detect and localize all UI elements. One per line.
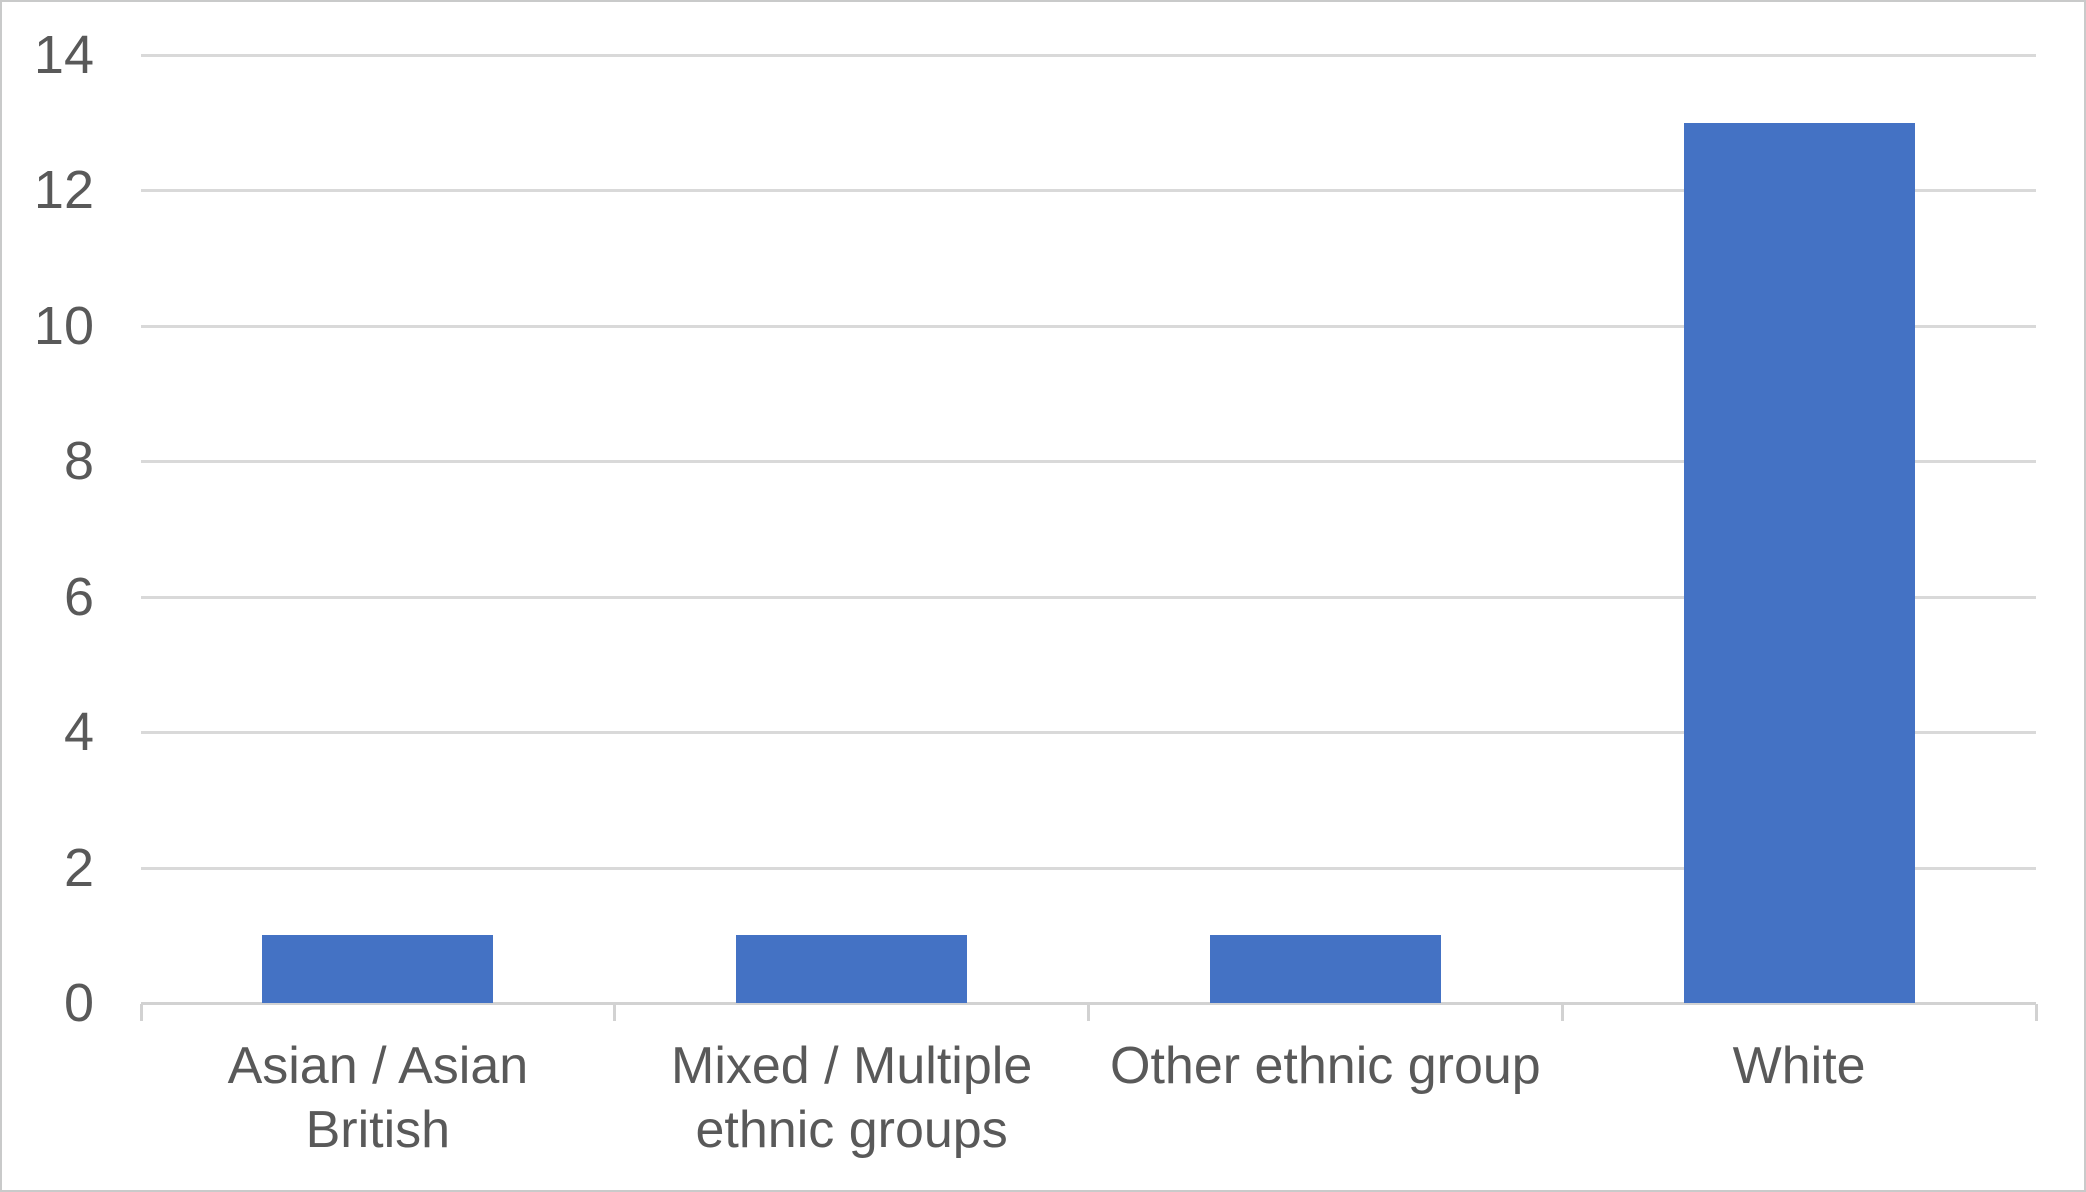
gridline bbox=[141, 189, 2036, 193]
x-axis-category-label: Mixed / Multiple ethnic groups bbox=[671, 1037, 1033, 1159]
gridline bbox=[141, 54, 2036, 57]
x-axis-tick bbox=[1087, 1004, 1090, 1021]
x-axis-category-label: White bbox=[1732, 1037, 1866, 1095]
y-axis-tick-label: 2 bbox=[63, 837, 94, 898]
y-axis-tick-label: 10 bbox=[33, 295, 94, 356]
x-axis-tick bbox=[139, 1004, 143, 1021]
x-axis-tick bbox=[2034, 1004, 2038, 1021]
x-axis-tick bbox=[613, 1004, 617, 1021]
y-axis-tick-label: 6 bbox=[63, 566, 94, 627]
bar-other-ethnic-group bbox=[1209, 935, 1441, 1003]
x-axis-category-label: Other ethnic group bbox=[1110, 1037, 1541, 1095]
gridline bbox=[141, 324, 2036, 328]
gridline bbox=[141, 460, 2036, 464]
bar-asian-asian-british bbox=[262, 935, 494, 1003]
y-axis-tick-label: 12 bbox=[33, 160, 94, 221]
y-axis-tick-label: 14 bbox=[33, 25, 94, 85]
x-axis-tick bbox=[1560, 1004, 1564, 1021]
y-axis-tick-label: 4 bbox=[63, 702, 94, 763]
bar-white bbox=[1683, 122, 1915, 1003]
x-axis-line bbox=[141, 1002, 2036, 1005]
gridline bbox=[141, 595, 2036, 599]
gridline bbox=[141, 866, 2036, 870]
y-axis-tick-label: 0 bbox=[63, 973, 94, 1033]
gridline bbox=[141, 731, 2036, 735]
bar-mixed-multiple-ethnic-groups bbox=[736, 935, 968, 1003]
y-axis-tick-label: 8 bbox=[63, 431, 94, 492]
x-axis-category-label: Asian / Asian British bbox=[227, 1037, 529, 1159]
